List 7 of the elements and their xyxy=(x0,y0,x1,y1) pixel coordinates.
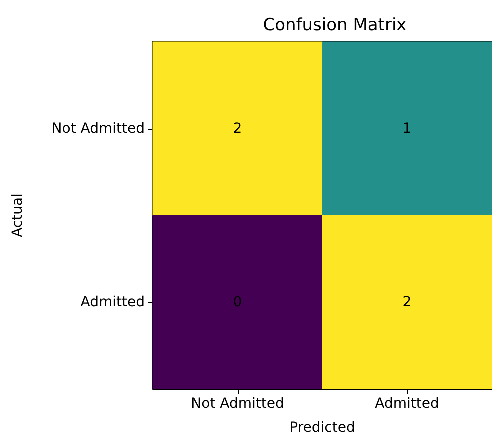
y-axis-title: Actual xyxy=(10,194,26,238)
data-label: 2 xyxy=(402,294,412,310)
data-label: 2 xyxy=(233,120,242,137)
data-label: 1 xyxy=(402,120,412,137)
chart-title: Confusion Matrix xyxy=(263,16,407,36)
x-axis-title: Predicted xyxy=(290,420,356,436)
data-label: 0 xyxy=(233,294,242,310)
